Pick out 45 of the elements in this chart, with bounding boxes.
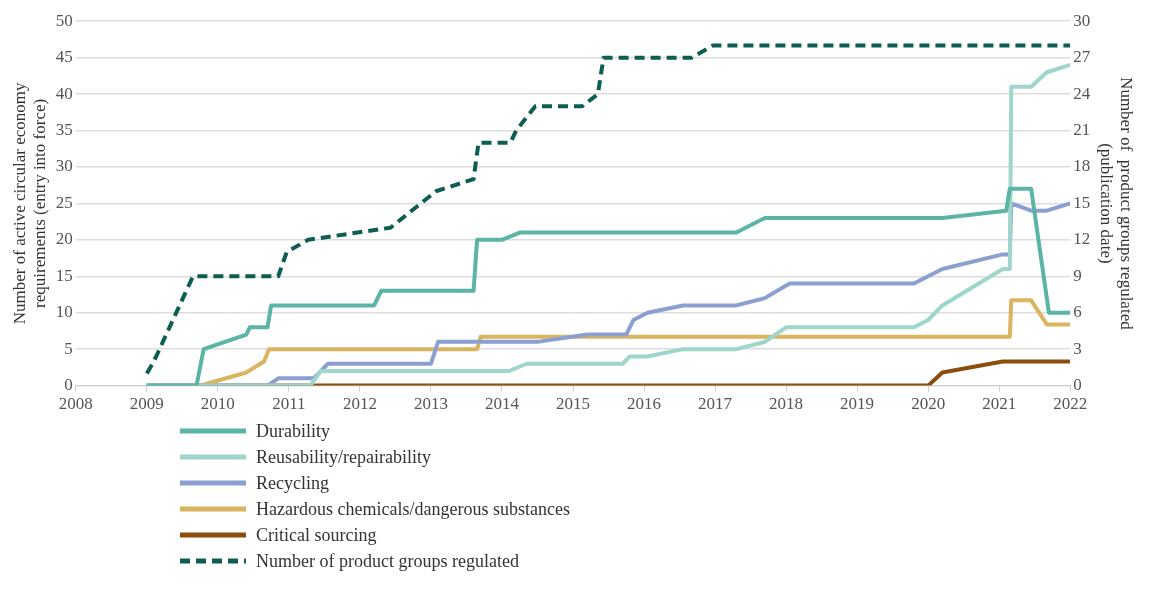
- x-tick-label: 2018: [769, 394, 804, 414]
- y-tick-label: 15: [55, 265, 73, 285]
- legend-label: Hazardous chemicals/dangerous substances: [256, 498, 570, 521]
- y-tick-label: 10: [55, 302, 73, 322]
- x-tick-label: 2015: [556, 394, 590, 414]
- y2-tick-label: 6: [1073, 302, 1082, 322]
- y-tick-label: 40: [55, 83, 73, 103]
- y2-tick-label: 30: [1073, 10, 1091, 30]
- y2-axis-title: Number of product groups regulated (publication date): [1096, 77, 1137, 331]
- y-tick-label: 5: [64, 338, 73, 358]
- x-tick-label: 2011: [272, 394, 306, 414]
- legend-label: Durability: [256, 420, 330, 443]
- x-tick-label: 2017: [698, 394, 733, 414]
- y-tick-label: 30: [55, 156, 73, 176]
- y2-tick-label: 15: [1073, 192, 1091, 212]
- y2-tick-label: 21: [1073, 119, 1091, 139]
- x-tick-label: 2013: [413, 394, 448, 414]
- x-tick-label: 2012: [342, 394, 377, 414]
- y-axis-title: Number of active circular economy requirements (entry into force): [9, 82, 50, 325]
- y2-tick-label: 0: [1073, 375, 1082, 395]
- x-tick-label: 2020: [911, 394, 946, 414]
- y-tick-label: 20: [55, 229, 73, 249]
- y2-tick-label: 18: [1073, 156, 1091, 176]
- y-tick-label: 50: [55, 10, 73, 30]
- legend-label: Reusability/repairability: [256, 446, 431, 469]
- x-tick-label: 2014: [484, 394, 520, 414]
- x-tick-label: 2016: [627, 394, 662, 414]
- y2-tick-label: 24: [1073, 83, 1091, 103]
- y2-tick-label: 27: [1073, 47, 1091, 67]
- y2-tick-label: 9: [1073, 265, 1082, 285]
- y2-tick-label: 3: [1073, 338, 1082, 358]
- y-tick-label: 45: [55, 47, 73, 67]
- x-tick-label: 2022: [1053, 394, 1088, 414]
- x-tick-label: 2009: [129, 394, 164, 414]
- x-tick-label: 2021: [982, 394, 1017, 414]
- x-tick-label: 2010: [200, 394, 235, 414]
- x-tick-label: 2008: [58, 394, 93, 414]
- y-tick-label: 0: [64, 375, 73, 395]
- y-tick-label: 35: [55, 119, 73, 139]
- y2-tick-label: 12: [1073, 229, 1091, 249]
- y-tick-label: 25: [55, 192, 73, 212]
- legend-label: Recycling: [256, 472, 329, 495]
- x-tick-label: 2019: [840, 394, 875, 414]
- legend-label: Critical sourcing: [256, 524, 377, 547]
- legend-label: Number of product groups regulated: [256, 550, 519, 573]
